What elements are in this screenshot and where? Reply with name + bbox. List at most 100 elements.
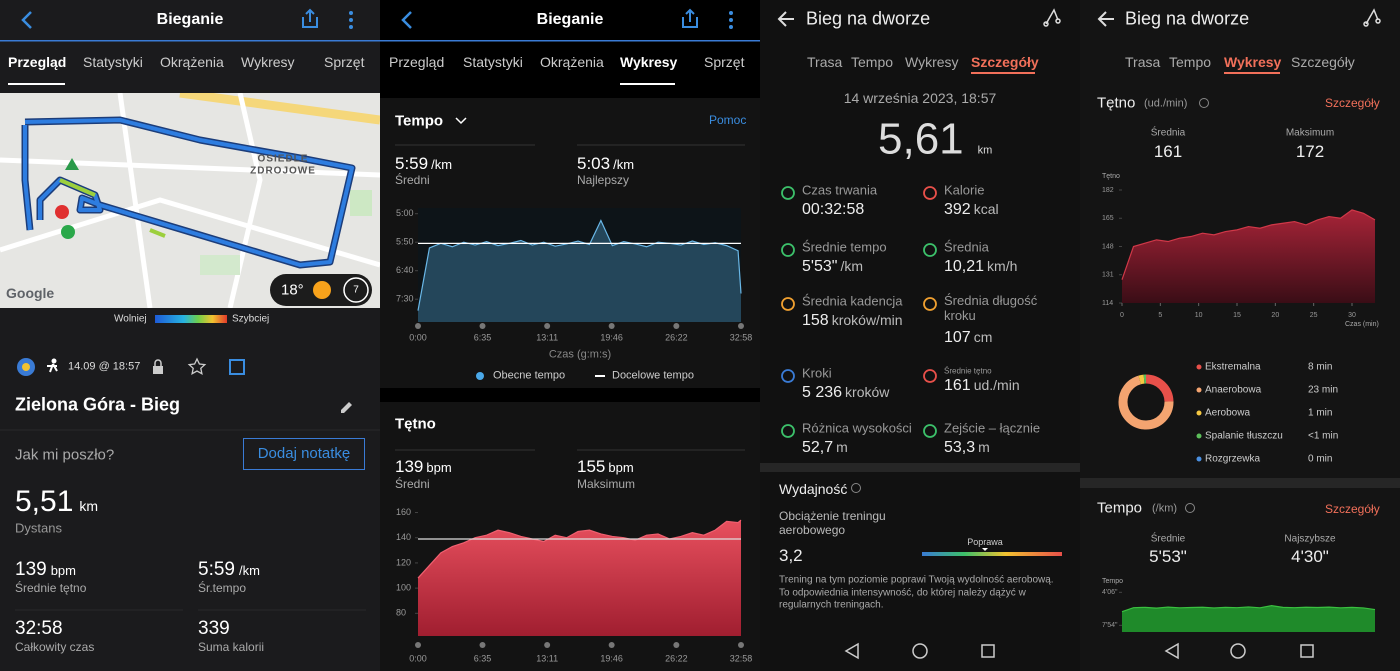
tick-mark <box>673 642 680 648</box>
back-button[interactable] <box>401 11 412 29</box>
area <box>1122 209 1375 303</box>
unit: /km <box>840 257 863 274</box>
stat-label: Najszybsze <box>1284 533 1336 545</box>
zone-value: 0 min <box>1308 453 1333 465</box>
tick-mark <box>544 323 551 329</box>
tab[interactable]: Tempo <box>1169 53 1212 70</box>
x-tick-label: 32:58 <box>730 332 753 342</box>
stat-label: Średni <box>395 173 430 188</box>
section-unit: (/km) <box>1152 502 1178 515</box>
tick-mark <box>544 642 551 648</box>
metric-value: 107 cm <box>944 329 992 347</box>
add-note-button[interactable]: Dodaj notatkę <box>243 438 365 470</box>
value: 139 <box>15 559 47 581</box>
divider <box>760 463 1080 471</box>
tab[interactable]: Trasa <box>1125 53 1161 70</box>
menu[interactable] <box>349 11 733 29</box>
info-icon[interactable] <box>851 98 1209 513</box>
y-tick-label: 7:30 <box>396 294 414 304</box>
metric-label: Średnie tempo <box>802 239 887 255</box>
zone-segment <box>1118 374 1174 430</box>
tab[interactable]: Szczegóły <box>971 53 1039 70</box>
y-axis-label: Tempo <box>1102 577 1124 585</box>
stat-label: Średnie <box>1150 533 1186 545</box>
stat: 139 bpm <box>395 457 452 477</box>
tab[interactable]: Trasa <box>807 53 843 70</box>
unit: bpm <box>426 459 452 475</box>
stat-value: 5'53" <box>1149 547 1187 567</box>
metric-icon <box>923 369 937 383</box>
unit: /km <box>431 156 453 172</box>
tick-mark <box>415 642 421 648</box>
zone-dot <box>1196 410 1202 416</box>
stat: 32:58 <box>15 618 63 640</box>
x-tick-label: 26:22 <box>665 332 688 342</box>
tab[interactable]: Sprzęt <box>324 53 365 70</box>
x-tick-label: 6:35 <box>474 653 492 663</box>
tab[interactable]: Wykresy <box>241 53 295 70</box>
metric-icon <box>781 369 795 383</box>
metric-value: 158 kroków/min <box>802 312 903 330</box>
metric-icon <box>923 186 937 200</box>
nav-bar[interactable] <box>844 642 1314 660</box>
zone-name: Ekstremalna <box>1205 361 1261 373</box>
zone-value: <1 min <box>1308 430 1339 442</box>
y-tick-label: 114 <box>1102 300 1113 307</box>
metric-value: 52,7 m <box>802 439 848 457</box>
back-button[interactable] <box>777 11 1114 27</box>
tab[interactable]: Sprzęt <box>704 53 745 70</box>
help-link[interactable]: Pomoc <box>709 113 747 128</box>
metric-label: Kroki <box>802 365 832 381</box>
y-tick-label: 6:40 <box>396 265 414 275</box>
share-button[interactable] <box>302 8 698 28</box>
tick-mark <box>608 323 615 329</box>
y-axis-label: Tętno <box>1102 172 1120 180</box>
header-line <box>380 40 760 42</box>
unit: kcal <box>973 200 999 217</box>
value: 5,61 <box>878 114 964 164</box>
stat-value: 172 <box>1295 142 1325 162</box>
tab[interactable]: Okrążenia <box>540 53 604 70</box>
stat-value: 4'30" <box>1291 547 1329 567</box>
value: 00:32:58 <box>802 200 865 218</box>
metric-icon <box>781 424 795 438</box>
tab[interactable]: Wykresy <box>905 53 959 70</box>
details-link[interactable]: Szczegóły <box>1325 502 1380 517</box>
tab[interactable]: Tempo <box>851 53 894 70</box>
tab[interactable]: Okrążenia <box>160 53 224 70</box>
tab[interactable]: Statystyki <box>463 53 523 70</box>
edit-icon[interactable] <box>341 402 352 413</box>
value: 339 <box>198 618 230 640</box>
metric-value: 161 ud./min <box>944 377 1020 395</box>
unit: bpm <box>50 563 76 579</box>
unit: bpm <box>608 459 634 475</box>
route-icon[interactable] <box>1043 8 1381 27</box>
x-tick-label: 26:22 <box>665 653 688 663</box>
question: Jak mi poszło? <box>15 446 115 464</box>
zone-name: Rozgrzewka <box>1205 453 1261 465</box>
metric-value: 392 kcal <box>944 201 999 219</box>
stat-label: Średnia <box>1150 127 1186 139</box>
x-tick-label: 5 <box>1158 312 1162 319</box>
tab[interactable]: Wykresy <box>1224 53 1282 70</box>
tab[interactable]: Szczegóły <box>1291 53 1355 70</box>
dropdown[interactable] <box>455 117 467 125</box>
tick-mark <box>673 323 680 329</box>
back-button[interactable] <box>21 11 32 29</box>
tab[interactable]: Wykresy <box>620 53 678 70</box>
distance: 5,61 km <box>878 115 992 166</box>
stat: 339 <box>198 618 230 640</box>
card-title: Tętno <box>395 415 436 433</box>
tab-underline <box>1224 72 1280 74</box>
card-title: Tempo <box>395 112 444 130</box>
x-tick-label: 0 <box>1120 312 1124 319</box>
stat-label: Maksimum <box>577 477 636 492</box>
zone-dot <box>1196 433 1202 439</box>
metric-icon <box>781 243 795 257</box>
details-link[interactable]: Szczegóły <box>1325 96 1380 111</box>
unit: /km <box>238 563 260 579</box>
tab[interactable]: Statystyki <box>83 53 143 70</box>
unit: kroków/min <box>831 311 903 328</box>
tab[interactable]: Przegląd <box>389 53 445 70</box>
tab[interactable]: Przegląd <box>8 53 67 70</box>
